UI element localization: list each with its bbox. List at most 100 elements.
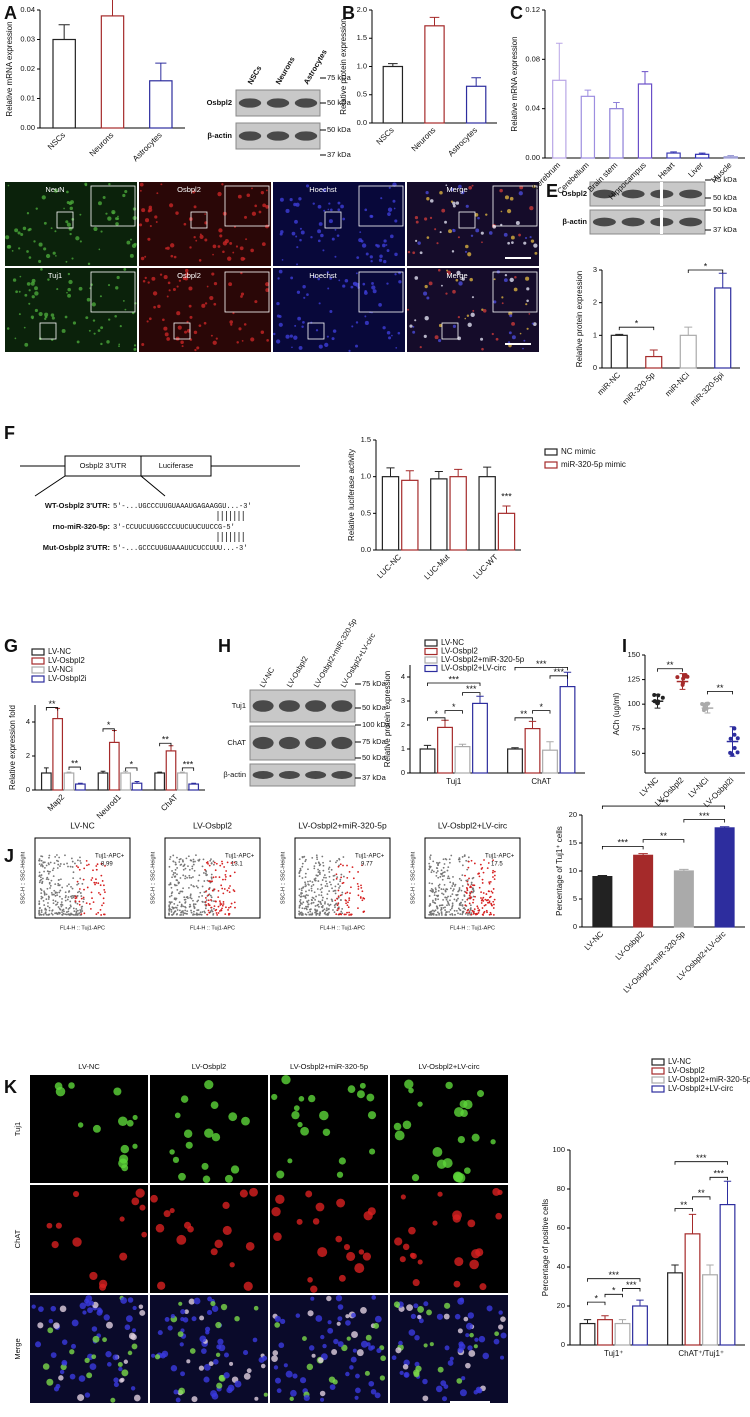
- cell: [66, 190, 69, 194]
- event: [201, 895, 204, 897]
- bar: [97, 772, 109, 791]
- cell: [327, 1327, 334, 1334]
- event: [452, 888, 455, 891]
- event: [86, 864, 88, 867]
- cell: [429, 199, 434, 203]
- marker-label: 50 kDa: [713, 205, 738, 214]
- cell: [379, 254, 383, 258]
- event: [478, 886, 481, 889]
- cell: [285, 334, 290, 339]
- event: [219, 904, 222, 906]
- cell: [139, 223, 143, 227]
- cell: [297, 1121, 303, 1128]
- cell: [500, 1332, 507, 1339]
- cell: [54, 230, 57, 233]
- y-axis-label: Relative mRNA expression: [5, 21, 14, 116]
- marker-label: 37 kDa: [362, 773, 387, 782]
- event: [204, 868, 206, 871]
- cell: [139, 1204, 146, 1211]
- cell: [336, 1321, 341, 1326]
- event: [440, 869, 443, 872]
- cell: [465, 204, 469, 208]
- bar: [497, 512, 516, 551]
- event: [46, 887, 49, 890]
- event: [357, 871, 359, 873]
- cell: [263, 1392, 268, 1397]
- cell: [254, 300, 258, 304]
- cell: [458, 184, 462, 189]
- x-tick-label: NSCs: [375, 126, 396, 147]
- event: [339, 878, 342, 881]
- event: [326, 885, 329, 888]
- legend-swatch: [424, 664, 438, 673]
- cell: [239, 246, 244, 251]
- cell: [417, 1259, 423, 1265]
- cell: [71, 1343, 76, 1349]
- event: [169, 901, 172, 904]
- cell: [414, 1334, 420, 1341]
- cell: [124, 189, 128, 194]
- cell: [317, 1247, 328, 1258]
- cell: [119, 1216, 125, 1222]
- event: [210, 906, 213, 909]
- cell: [297, 316, 301, 321]
- event: [437, 863, 439, 866]
- event: [318, 905, 320, 908]
- event: [58, 912, 61, 915]
- cell: [326, 1295, 332, 1302]
- cell: [180, 1309, 186, 1315]
- cell: [273, 332, 276, 336]
- event: [447, 875, 450, 878]
- cell: [92, 319, 96, 322]
- event: [39, 888, 42, 890]
- cell: [361, 243, 367, 248]
- event: [472, 891, 474, 894]
- y-tick-label: 5: [573, 894, 577, 903]
- event: [169, 902, 172, 905]
- bar: [580, 95, 596, 159]
- cell: [214, 1239, 223, 1249]
- cell: [317, 239, 321, 243]
- cell: [359, 1082, 366, 1089]
- event: [182, 860, 184, 863]
- event: [342, 864, 344, 867]
- event: [80, 908, 83, 910]
- cell: [38, 311, 43, 317]
- cell: [147, 209, 151, 213]
- event: [59, 889, 62, 892]
- cell: [141, 208, 146, 213]
- event: [488, 900, 491, 903]
- event: [209, 880, 212, 883]
- event: [317, 900, 320, 903]
- row-label: β-actin: [223, 770, 246, 779]
- cell: [470, 234, 474, 238]
- event: [452, 889, 454, 892]
- bar: [131, 782, 143, 791]
- event: [465, 911, 468, 914]
- cell: [338, 1157, 346, 1165]
- cell: [161, 1350, 169, 1358]
- cell: [508, 331, 512, 335]
- event: [336, 859, 339, 862]
- cell: [435, 1385, 443, 1393]
- cell: [287, 1158, 293, 1164]
- legend-label: LV-Osbpl2+miR-320-5p: [441, 655, 525, 664]
- event: [327, 868, 330, 870]
- event: [186, 876, 188, 879]
- cell: [206, 1309, 213, 1316]
- cell: [356, 1090, 365, 1099]
- event: [220, 909, 223, 912]
- cell: [410, 1313, 417, 1319]
- significance-bracket: [601, 845, 644, 850]
- cell: [327, 208, 330, 211]
- event: [300, 895, 303, 898]
- event: [305, 894, 308, 896]
- event: [197, 879, 200, 882]
- event: [303, 855, 306, 858]
- event: [192, 860, 195, 863]
- event: [437, 862, 440, 865]
- event: [70, 885, 72, 888]
- event: [95, 881, 98, 884]
- cell: [138, 1304, 144, 1310]
- cell: [186, 320, 189, 323]
